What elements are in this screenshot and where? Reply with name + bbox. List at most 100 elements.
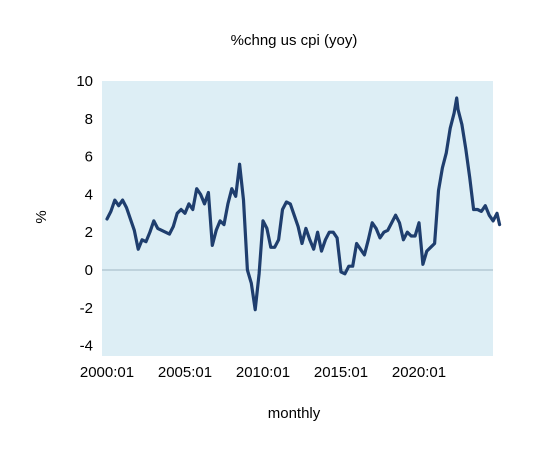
data-point bbox=[328, 231, 331, 234]
x-tick-label: 2015:01 bbox=[314, 364, 368, 381]
data-point bbox=[140, 238, 144, 241]
data-point bbox=[449, 127, 452, 130]
x-tick-label: 2010:01 bbox=[236, 364, 290, 381]
chart-title: %chng us cpi (yoy) bbox=[231, 32, 358, 49]
data-point bbox=[113, 198, 117, 202]
data-point bbox=[406, 231, 409, 234]
data-point bbox=[238, 163, 241, 166]
data-point bbox=[172, 225, 175, 228]
data-point bbox=[455, 96, 458, 100]
data-point bbox=[211, 244, 214, 247]
data-point bbox=[160, 229, 163, 232]
data-point bbox=[386, 229, 389, 232]
data-point bbox=[207, 191, 210, 194]
data-point bbox=[129, 217, 132, 221]
data-point bbox=[246, 268, 249, 272]
data-point bbox=[148, 231, 152, 234]
data-point bbox=[293, 214, 296, 217]
data-point bbox=[390, 221, 393, 224]
data-point bbox=[176, 212, 179, 215]
data-point bbox=[199, 193, 202, 196]
data-point bbox=[285, 200, 288, 204]
data-point bbox=[343, 272, 347, 275]
y-tick-label: 8 bbox=[85, 111, 93, 128]
data-point bbox=[164, 231, 167, 234]
data-point bbox=[445, 151, 448, 154]
data-point bbox=[484, 204, 487, 207]
data-point bbox=[191, 208, 194, 211]
y-tick-label: -4 bbox=[80, 338, 93, 355]
data-point bbox=[382, 231, 386, 234]
data-point bbox=[281, 208, 284, 211]
data-point bbox=[316, 231, 319, 234]
data-point bbox=[168, 232, 171, 236]
data-point bbox=[222, 223, 226, 226]
data-point bbox=[417, 221, 421, 224]
data-point bbox=[339, 270, 343, 274]
data-point bbox=[152, 219, 155, 223]
data-point bbox=[144, 240, 148, 243]
data-point bbox=[472, 208, 475, 211]
data-points bbox=[105, 96, 501, 311]
data-point bbox=[374, 227, 378, 230]
data-point bbox=[456, 108, 460, 111]
data-point bbox=[187, 202, 191, 206]
data-point bbox=[433, 242, 436, 245]
data-point bbox=[460, 123, 464, 126]
data-point bbox=[121, 198, 124, 202]
data-point bbox=[215, 229, 218, 232]
data-point bbox=[468, 176, 471, 179]
data-point bbox=[289, 202, 292, 206]
data-point bbox=[105, 217, 109, 221]
data-point bbox=[277, 238, 280, 241]
data-point bbox=[359, 248, 362, 251]
data-point bbox=[230, 187, 233, 190]
data-point bbox=[179, 208, 183, 211]
data-point bbox=[312, 248, 315, 251]
data-point bbox=[250, 282, 253, 285]
data-point bbox=[183, 212, 187, 215]
data-point bbox=[413, 234, 417, 238]
data-point bbox=[273, 246, 276, 249]
data-point bbox=[133, 229, 136, 232]
data-point bbox=[452, 111, 456, 115]
data-point bbox=[195, 187, 198, 190]
data-point bbox=[363, 253, 366, 257]
data-point bbox=[265, 227, 269, 230]
data-point bbox=[498, 223, 501, 226]
data-point bbox=[495, 212, 499, 215]
y-tick-label: -2 bbox=[80, 300, 93, 317]
x-axis: 2000:01 2005:01 2010:01 2015:01 2020:01 bbox=[80, 364, 446, 381]
data-point bbox=[218, 219, 222, 223]
data-point bbox=[429, 246, 432, 249]
data-point bbox=[300, 242, 304, 245]
data-point bbox=[261, 219, 265, 223]
data-point bbox=[421, 263, 425, 266]
data-point bbox=[320, 249, 323, 253]
y-tick-label: 4 bbox=[85, 186, 93, 203]
data-point bbox=[308, 238, 311, 241]
data-point bbox=[234, 195, 237, 198]
data-point bbox=[464, 147, 467, 151]
data-point bbox=[335, 236, 339, 240]
data-point bbox=[347, 265, 350, 268]
data-point bbox=[156, 227, 159, 230]
data-point bbox=[304, 227, 308, 230]
plot-area bbox=[102, 81, 493, 356]
data-point bbox=[117, 204, 120, 207]
data-point bbox=[425, 249, 428, 253]
data-point bbox=[324, 238, 327, 241]
data-point bbox=[410, 234, 413, 238]
data-point bbox=[296, 225, 300, 228]
data-point bbox=[476, 208, 479, 211]
y-tick-label: 10 bbox=[76, 73, 93, 90]
y-tick-label: 0 bbox=[85, 262, 93, 279]
data-point bbox=[441, 166, 444, 170]
data-point bbox=[491, 219, 495, 223]
x-tick-label: 2005:01 bbox=[158, 364, 212, 381]
data-point bbox=[254, 308, 257, 311]
x-axis-title: monthly bbox=[268, 405, 321, 422]
data-point bbox=[332, 231, 335, 234]
y-tick-label: 6 bbox=[85, 149, 93, 166]
